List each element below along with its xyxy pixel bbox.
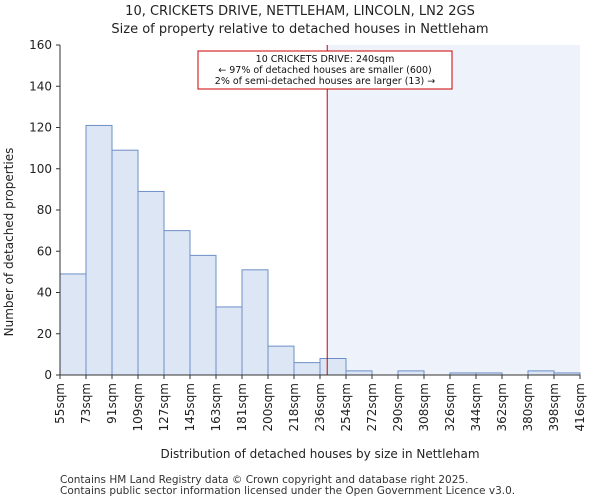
x-tick-label: 272sqm [365, 383, 379, 431]
x-tick-label: 91sqm [105, 383, 119, 424]
x-tick-label: 416sqm [573, 383, 587, 431]
bar [163, 230, 191, 376]
bar [215, 306, 243, 376]
bar [267, 345, 295, 376]
y-tick-label: 160 [29, 38, 52, 52]
x-tick-label: 290sqm [391, 383, 405, 431]
annotation-line: ← 97% of detached houses are smaller (60… [218, 65, 431, 76]
footer-line-2: Contains public sector information licen… [60, 485, 516, 497]
chart-subtitle: Size of property relative to detached ho… [111, 22, 489, 37]
x-tick-label: 163sqm [209, 383, 223, 431]
x-axis-label: Distribution of detached houses by size … [160, 447, 479, 461]
y-tick-label: 100 [29, 162, 52, 176]
x-tick-label: 200sqm [261, 383, 275, 431]
bar [527, 370, 555, 376]
x-tick-label: 109sqm [131, 383, 145, 431]
bar [319, 358, 347, 376]
y-tick-label: 60 [37, 244, 52, 258]
x-tick-label: 362sqm [495, 383, 509, 431]
x-tick-label: 344sqm [469, 383, 483, 431]
annotation-box [197, 50, 453, 90]
bar [59, 273, 87, 376]
bar [345, 370, 373, 376]
x-tick-label: 218sqm [287, 383, 301, 431]
x-tick-label: 380sqm [521, 383, 535, 431]
bar [111, 149, 139, 376]
x-tick-label: 326sqm [443, 383, 457, 431]
bar [137, 190, 165, 376]
x-tick-label: 398sqm [547, 383, 561, 431]
y-tick-label: 40 [37, 286, 52, 300]
bar [293, 362, 321, 376]
highlight-region [327, 45, 580, 375]
y-tick-label: 20 [37, 327, 52, 341]
x-tick-label: 127sqm [157, 383, 171, 431]
bar [85, 124, 113, 376]
x-tick-label: 236sqm [313, 383, 327, 431]
x-tick-label: 254sqm [339, 383, 353, 431]
annotation-line: 2% of semi-detached houses are larger (1… [215, 76, 435, 87]
chart-title: 10, CRICKETS DRIVE, NETTLEHAM, LINCOLN, … [125, 4, 475, 19]
y-tick-label: 80 [37, 203, 52, 217]
x-tick-label: 145sqm [183, 383, 197, 431]
bar [189, 254, 217, 376]
x-tick-label: 308sqm [417, 383, 431, 431]
annotation-line: 10 CRICKETS DRIVE: 240sqm [256, 54, 395, 65]
x-tick-label: 73sqm [79, 383, 93, 424]
y-tick-label: 0 [44, 368, 52, 382]
y-tick-label: 140 [29, 79, 52, 93]
footer-line-1: Contains HM Land Registry data © Crown c… [60, 474, 469, 486]
x-tick-label: 181sqm [235, 383, 249, 431]
x-tick-label: 55sqm [53, 383, 67, 424]
bar [241, 269, 269, 376]
bar [397, 370, 425, 376]
y-axis-label: Number of detached properties [2, 148, 16, 337]
y-tick-label: 120 [29, 121, 52, 135]
